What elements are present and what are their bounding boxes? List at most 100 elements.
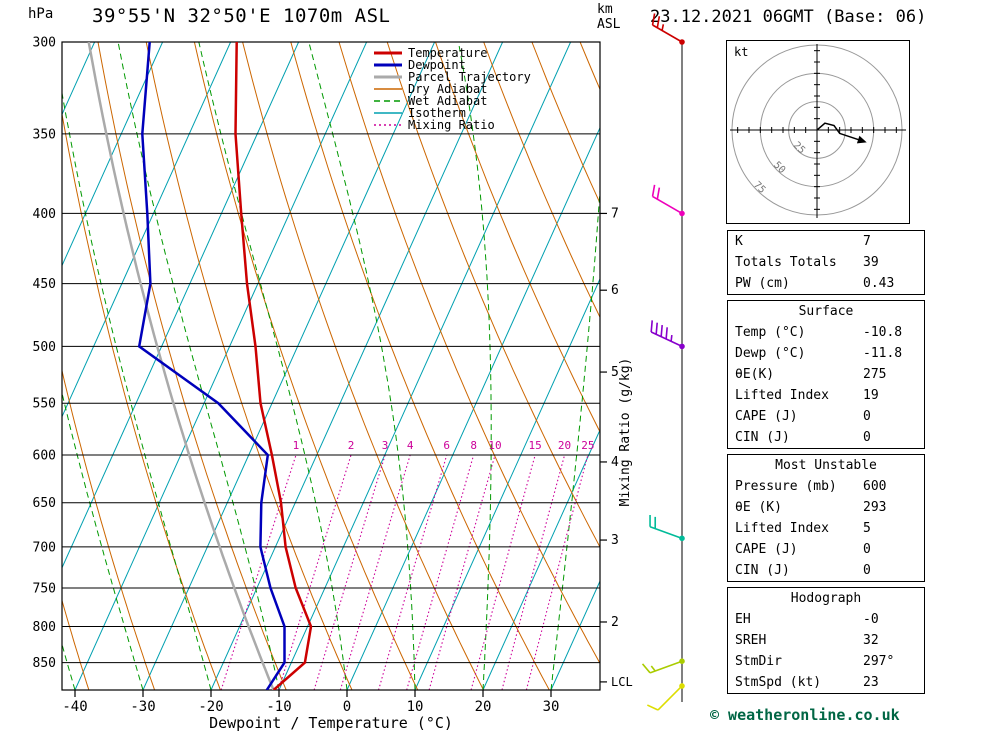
isotherm-lines xyxy=(62,42,600,690)
dry-adiabat xyxy=(62,111,221,690)
wet-adiabat xyxy=(62,90,212,690)
wind-barb xyxy=(650,320,685,350)
legend-label: Mixing Ratio xyxy=(408,118,495,132)
isotherm xyxy=(482,428,600,690)
legend-label: Isotherm xyxy=(408,106,466,120)
mixing-ratio-line xyxy=(406,454,475,690)
stats-row: Temp (°C) -10.8 xyxy=(728,322,924,343)
stats-row: Lifted Index 19 xyxy=(728,385,924,406)
stat-value: 293 xyxy=(863,500,887,515)
stats-row: StmSpd (kt) 23 xyxy=(728,672,924,693)
mixing-ratio-line xyxy=(339,454,411,690)
dry-adiabat xyxy=(193,42,419,690)
mixing-ratio-line xyxy=(377,454,448,690)
wind-level-dot xyxy=(679,39,685,45)
isotherm xyxy=(142,42,436,690)
isotherm xyxy=(62,42,164,267)
dry-adiabat xyxy=(97,42,287,690)
mixing-ratio-value-label: 15 xyxy=(529,439,542,452)
stats-box-title: Most Unstable xyxy=(775,458,877,473)
wind-barb xyxy=(641,658,685,674)
stats-row: θE (K) 293 xyxy=(728,497,924,518)
stat-value: 5 xyxy=(863,521,871,536)
legend-label: Wet Adiabat xyxy=(408,94,487,108)
wind-barb xyxy=(647,683,685,711)
stats-row: PW (cm) 0.43 xyxy=(728,273,924,294)
stats-row: Lifted Index 5 xyxy=(728,518,924,539)
stats-row: CAPE (J) 0 xyxy=(728,406,924,427)
x-tick-label: 20 xyxy=(475,699,492,715)
stat-label: CIN (J) xyxy=(735,430,790,445)
lcl-label: LCL xyxy=(611,675,633,689)
credit-text: © weatheronline.co.uk xyxy=(710,706,900,724)
isotherm xyxy=(74,42,368,690)
wind-barb xyxy=(651,184,685,217)
altitude-axis-unit-asl: ASL xyxy=(597,17,621,32)
mixing-ratio-value-label: 6 xyxy=(443,439,450,452)
stat-label: K xyxy=(735,234,743,249)
dry-adiabat xyxy=(242,42,484,690)
stat-value: 39 xyxy=(863,255,879,270)
stat-label: StmDir xyxy=(735,654,782,669)
stats-row: StmDir 297° xyxy=(728,651,924,672)
hodograph-unit-label: kt xyxy=(734,45,748,59)
wet-adiabat xyxy=(457,42,492,690)
legend-label: Temperature xyxy=(408,46,487,60)
mixing-ratio-value-label: 25 xyxy=(581,439,594,452)
dry-adiabat xyxy=(290,42,550,690)
stat-value: 0 xyxy=(863,542,871,557)
stat-value: 0.43 xyxy=(863,276,895,291)
x-tick-label: -10 xyxy=(266,699,291,715)
stat-value: 7 xyxy=(863,234,871,249)
x-tick-label: -30 xyxy=(130,699,155,715)
x-axis-title: Dewpoint / Temperature (°C) xyxy=(209,714,453,732)
mixing-ratio-axis-title: Mixing Ratio (g/kg) xyxy=(618,358,633,507)
wind-barb xyxy=(651,13,685,45)
wind-barb-column xyxy=(641,13,685,711)
stats-row: Dewp (°C) -11.8 xyxy=(728,343,924,364)
isotherm xyxy=(62,42,232,418)
stats-box-indices: K 7 Totals Totals 39 PW (cm) 0.43 xyxy=(727,230,925,295)
stat-label: θE(K) xyxy=(735,367,775,382)
pressure-tick-label: 850 xyxy=(33,656,56,671)
stat-label: Lifted Index xyxy=(735,521,829,536)
mixing-ratio-line xyxy=(313,454,386,690)
dry-adiabat xyxy=(145,42,353,690)
dry-adiabat xyxy=(338,42,600,665)
legend-label: Dry Adiabat xyxy=(408,82,487,96)
wet-adiabat xyxy=(117,42,280,690)
pressure-tick-label: 500 xyxy=(33,340,56,355)
dewpoint-line xyxy=(137,42,286,690)
stat-label: EH xyxy=(735,612,751,627)
stat-label: StmSpd (kt) xyxy=(735,675,822,690)
dry-adiabat xyxy=(966,42,1000,690)
stats-row: CIN (J) 0 xyxy=(728,560,924,581)
pressure-tick-label: 700 xyxy=(33,540,56,555)
stat-label: Pressure (mb) xyxy=(735,479,837,494)
stats-box-title: Surface xyxy=(798,304,854,319)
altitude-axis-unit: km ASL xyxy=(597,2,620,32)
stats-row: Totals Totals 39 xyxy=(728,252,924,273)
dry-adiabat xyxy=(435,42,600,433)
stat-label: CAPE (J) xyxy=(735,409,798,424)
wind-level-dot xyxy=(679,535,685,542)
pressure-tick-label: 650 xyxy=(33,496,56,511)
km-tick-label: 6 xyxy=(611,283,619,298)
isotherm xyxy=(278,42,572,690)
dry-adiabat xyxy=(918,42,1000,690)
pressure-gridlines xyxy=(61,41,601,691)
stat-label: Temp (°C) xyxy=(735,325,806,340)
pressure-tick-label: 800 xyxy=(33,620,56,635)
dry-adiabat xyxy=(0,42,23,690)
stat-value: 23 xyxy=(863,675,879,690)
mixing-ratio-value-label: 2 xyxy=(348,439,355,452)
pressure-tick-label: 450 xyxy=(33,277,56,292)
mixing-ratio-line xyxy=(470,454,536,690)
stat-value: 0 xyxy=(863,563,871,578)
stat-value: 297° xyxy=(863,654,895,669)
stat-label: CAPE (J) xyxy=(735,542,798,557)
x-tick-label: 0 xyxy=(343,699,351,715)
stat-value: -0 xyxy=(863,612,879,627)
plot-border xyxy=(61,41,601,691)
